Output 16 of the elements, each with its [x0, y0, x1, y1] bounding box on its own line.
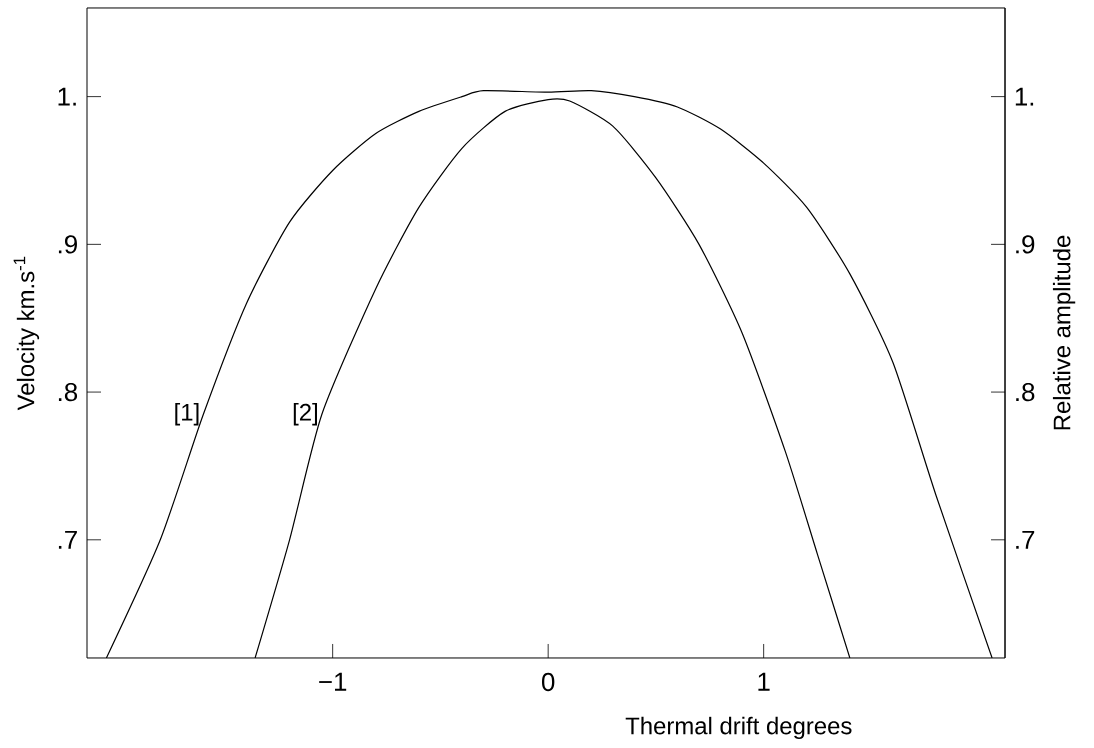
x-tick-label: 0 — [541, 672, 555, 692]
y2-tick-label: .8 — [1016, 382, 1035, 402]
y-tick-label: .9 — [58, 235, 77, 254]
y-tick-label: 1. — [58, 87, 76, 106]
y-tick-label: .8 — [58, 382, 78, 402]
annotation: [2] — [293, 403, 317, 426]
y2-tick-label: .7 — [1016, 530, 1035, 549]
y2-tick-label: 1. — [1015, 87, 1034, 106]
y-tick-label: .7 — [58, 530, 77, 549]
x-tick-label: 1 — [758, 672, 770, 691]
y2-tick-label: .9 — [1016, 235, 1035, 254]
x-axis-title: Thermal drift degrees — [625, 716, 852, 740]
x-tick-label: −1 — [319, 672, 347, 691]
y-axis-title: Velocity km.s$^{-1}$ — [13, 256, 40, 411]
y2-axis-title: Relative amplitude — [1052, 235, 1076, 430]
annotation: [1] — [175, 403, 199, 426]
